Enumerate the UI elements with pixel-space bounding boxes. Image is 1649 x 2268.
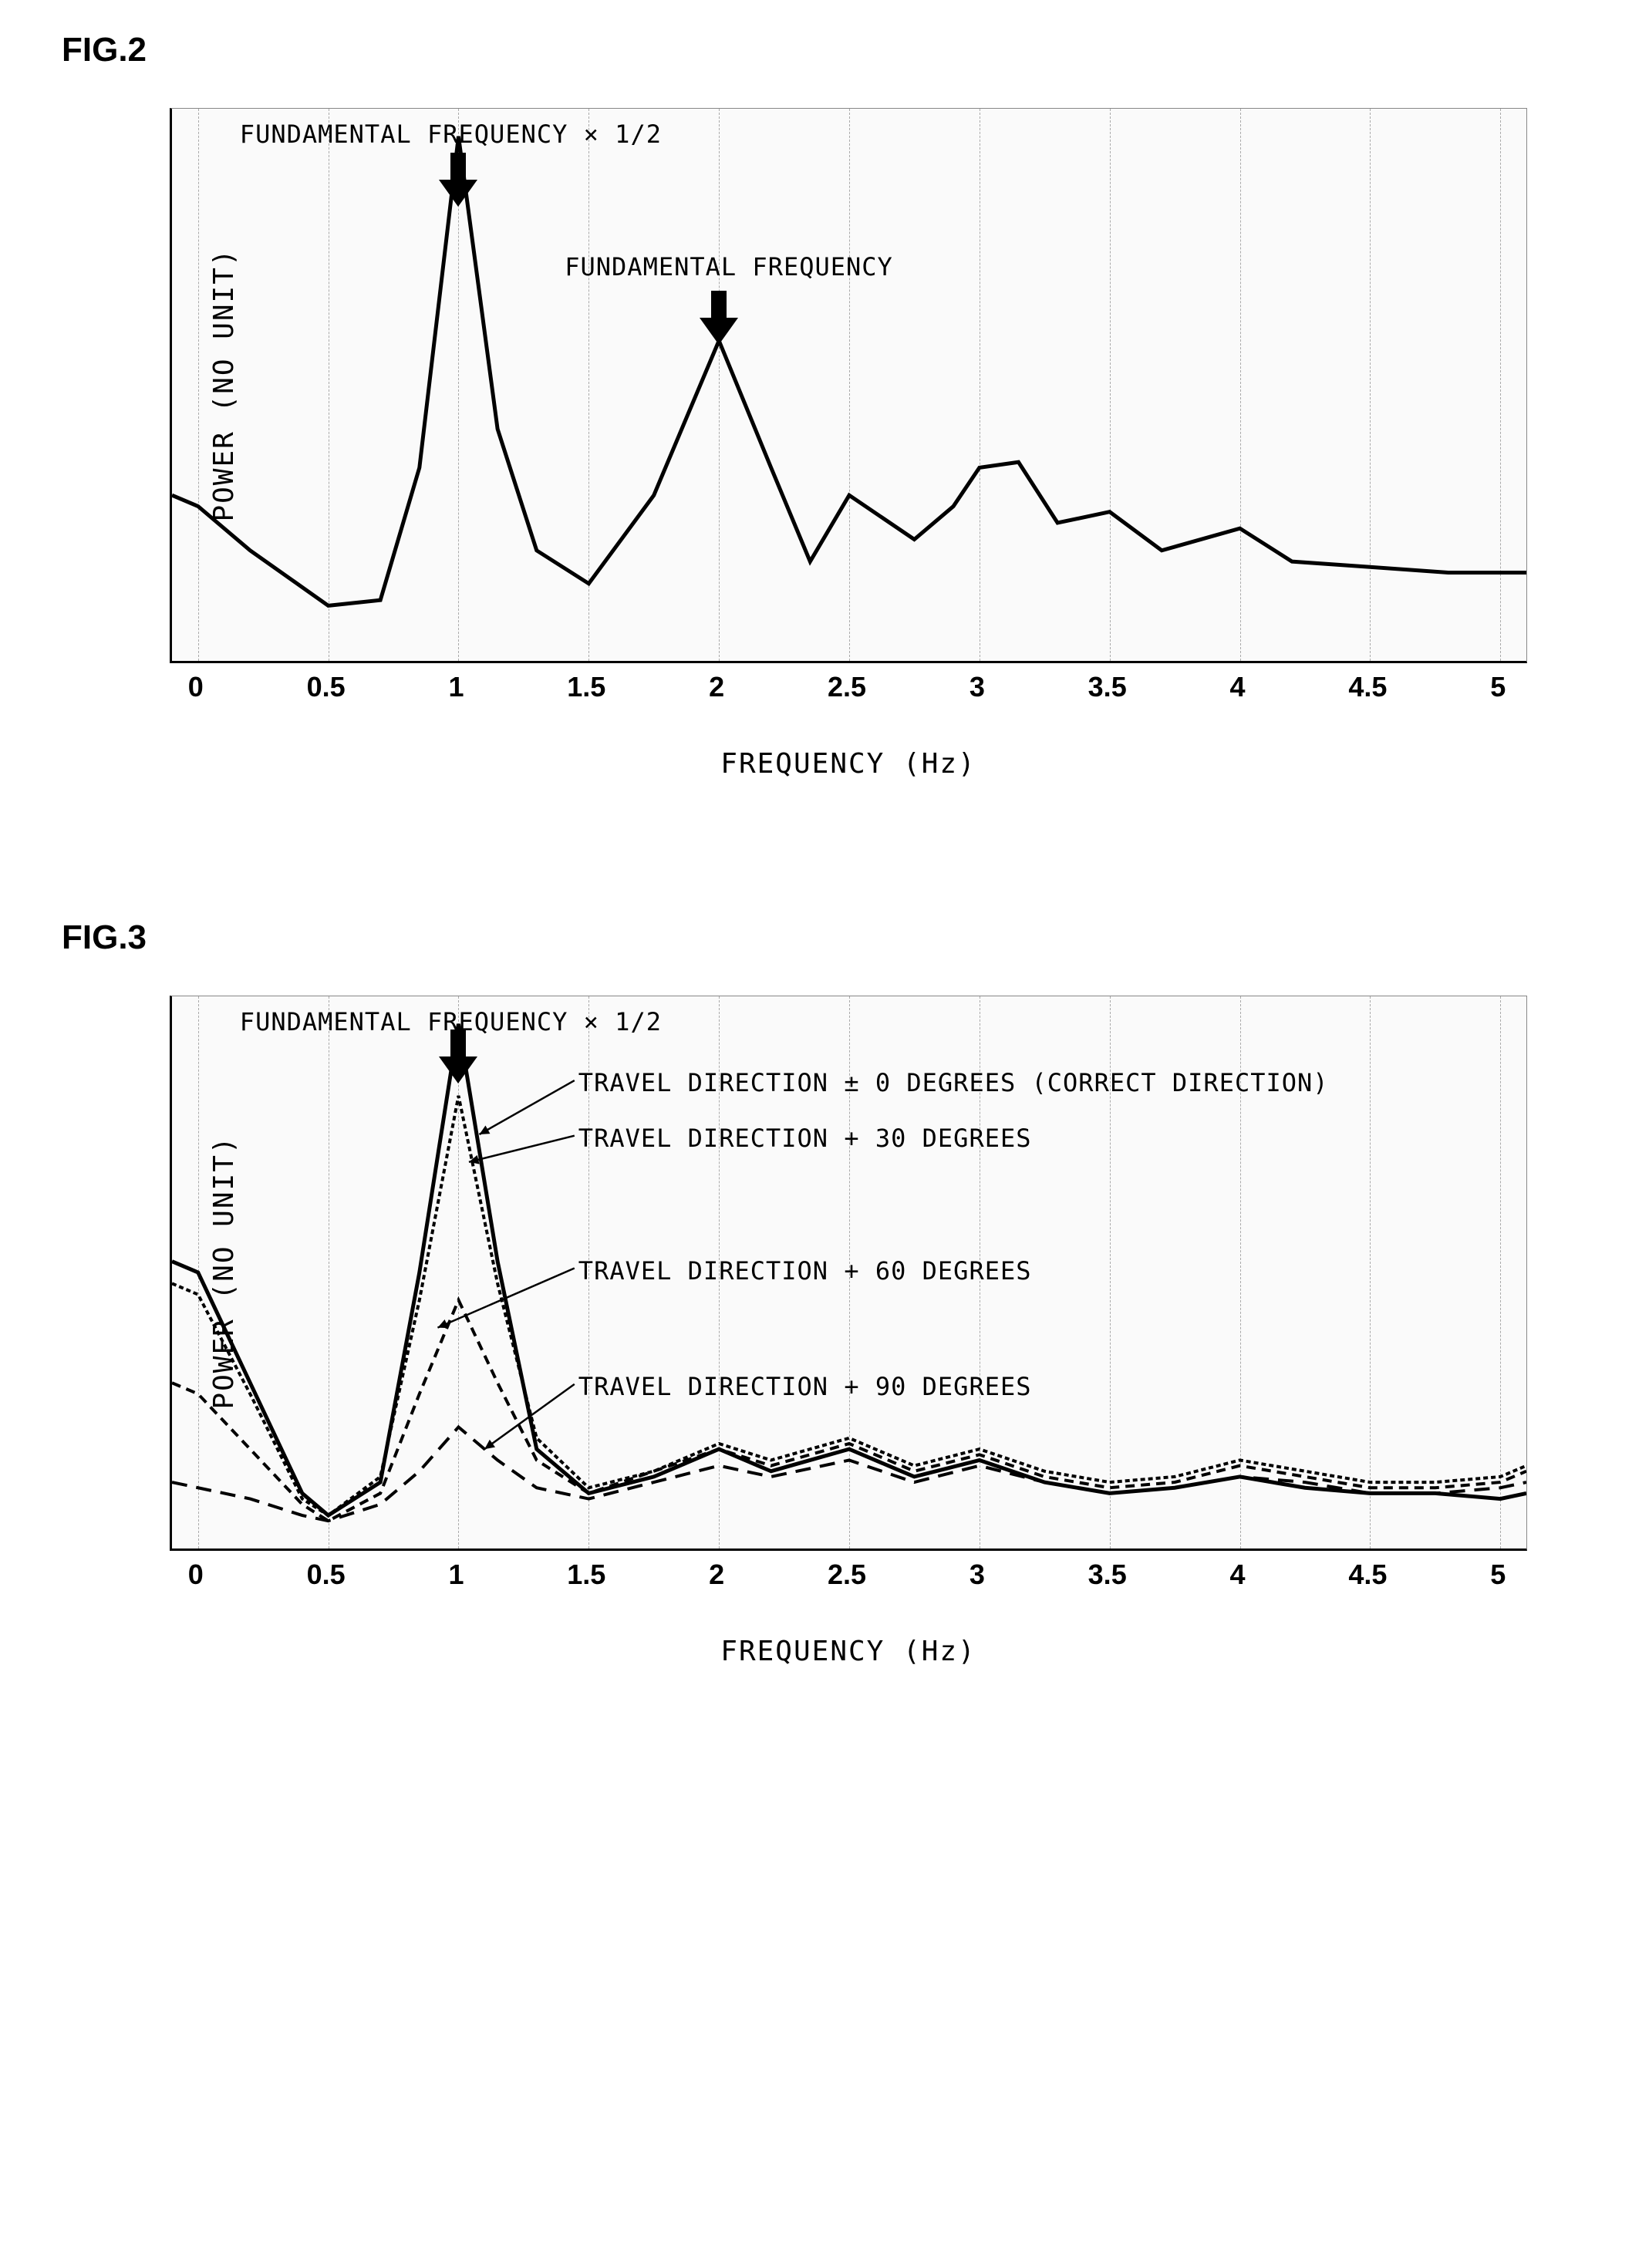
series-line [172,136,1526,606]
x-tick-label: 2 [709,1559,724,1591]
x-tick-label: 4.5 [1348,1559,1387,1591]
x-tick-label: 5 [1490,671,1506,703]
arrow-icon [439,153,477,207]
x-tick-label: 2.5 [828,1559,866,1591]
x-tick-label: 4 [1230,1559,1246,1591]
arrow-icon [700,291,738,345]
figure-3-label: FIG.3 [62,918,1603,957]
x-tick-label: 1 [448,671,464,703]
x-tick-label: 1.5 [567,1559,605,1591]
fig3-chart-area: POWER (NO UNIT) FUNDAMENTAL FREQUENCY × … [170,996,1527,1551]
chart-annotation: FUNDAMENTAL FREQUENCY × 1/2 [240,120,662,149]
fig3-chart-container: POWER (NO UNIT) FUNDAMENTAL FREQUENCY × … [170,996,1527,1667]
x-tick-label: 3.5 [1088,1559,1127,1591]
x-tick-label: 4 [1230,671,1246,703]
x-tick-label: 1.5 [567,671,605,703]
x-tick-label: 3.5 [1088,671,1127,703]
fig3-x-axis-label: FREQUENCY (Hz) [170,1636,1527,1667]
fig2-chart-container: POWER (NO UNIT) FUNDAMENTAL FREQUENCY × … [170,108,1527,780]
legend-callout: TRAVEL DIRECTION ± 0 DEGREES (CORRECT DI… [578,1068,1329,1097]
fig2-chart-area: POWER (NO UNIT) FUNDAMENTAL FREQUENCY × … [170,108,1527,663]
legend-callout: TRAVEL DIRECTION + 60 DEGREES [578,1256,1032,1286]
figure-2: FIG.2 POWER (NO UNIT) FUNDAMENTAL FREQUE… [46,31,1603,780]
x-tick-label: 0 [188,1559,204,1591]
arrow-icon [439,1030,477,1083]
x-tick-label: 4.5 [1348,671,1387,703]
x-tick-label: 5 [1490,1559,1506,1591]
plot-svg [172,109,1526,661]
figure-3: FIG.3 POWER (NO UNIT) FUNDAMENTAL FREQUE… [46,918,1603,1667]
x-tick-label: 0.5 [307,1559,346,1591]
chart-annotation: FUNDAMENTAL FREQUENCY [565,252,893,281]
fig2-x-ticks: 0 0.5 1 1.5 2 2.5 3 3.5 4 4.5 5 [170,663,1527,702]
x-tick-label: 0.5 [307,671,346,703]
legend-callout: TRAVEL DIRECTION + 30 DEGREES [578,1124,1032,1153]
x-tick-label: 3 [970,671,985,703]
fig3-x-ticks: 0 0.5 1 1.5 2 2.5 3 3.5 4 4.5 5 [170,1551,1527,1589]
series-line [172,1096,1526,1515]
fig2-x-axis-label: FREQUENCY (Hz) [170,748,1527,780]
x-tick-label: 0 [188,671,204,703]
figure-2-label: FIG.2 [62,31,1603,69]
legend-callout: TRAVEL DIRECTION + 90 DEGREES [578,1372,1032,1401]
x-tick-label: 1 [448,1559,464,1591]
x-tick-label: 3 [970,1559,985,1591]
x-tick-label: 2 [709,671,724,703]
x-tick-label: 2.5 [828,671,866,703]
